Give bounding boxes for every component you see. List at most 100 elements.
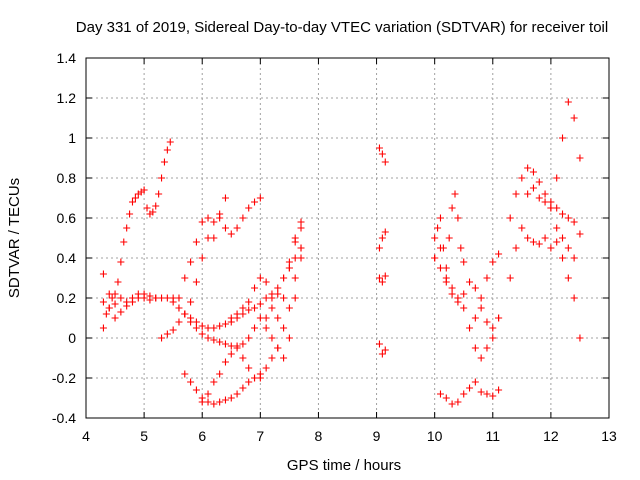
y-tick-label: 0.4 xyxy=(57,250,77,266)
data-point xyxy=(285,304,293,312)
data-point xyxy=(221,396,229,404)
y-tick-label: -0.2 xyxy=(52,370,76,386)
data-point xyxy=(198,330,206,338)
data-point xyxy=(460,304,468,312)
data-point xyxy=(529,184,537,192)
data-point xyxy=(210,378,218,386)
data-point xyxy=(378,234,386,242)
data-point xyxy=(221,340,229,348)
data-point xyxy=(375,144,383,152)
data-point xyxy=(262,324,270,332)
data-point xyxy=(564,244,572,252)
data-point xyxy=(187,378,195,386)
data-point xyxy=(381,228,389,236)
data-point xyxy=(245,204,253,212)
data-point xyxy=(216,322,224,330)
data-point xyxy=(576,334,584,342)
data-point xyxy=(216,398,224,406)
data-point xyxy=(506,274,514,282)
data-point xyxy=(256,374,264,382)
data-point xyxy=(483,390,491,398)
x-tick-label: 5 xyxy=(140,428,148,444)
data-point xyxy=(445,234,453,242)
data-point xyxy=(181,274,189,282)
data-point xyxy=(466,278,474,286)
data-point xyxy=(160,158,168,166)
data-point xyxy=(535,240,543,248)
data-point xyxy=(280,324,288,332)
data-point xyxy=(460,258,468,266)
data-point xyxy=(149,208,157,216)
data-point xyxy=(541,198,549,206)
data-point xyxy=(251,324,259,332)
data-point xyxy=(291,294,299,302)
data-point xyxy=(99,270,107,278)
data-point xyxy=(233,390,241,398)
data-point xyxy=(192,386,200,394)
y-tick-label: 0.6 xyxy=(57,210,77,226)
data-point xyxy=(192,238,200,246)
data-point xyxy=(221,320,229,328)
data-point xyxy=(245,364,253,372)
data-point xyxy=(547,244,555,252)
data-point xyxy=(291,274,299,282)
data-point xyxy=(547,204,555,212)
data-point xyxy=(489,392,497,400)
data-point xyxy=(227,230,235,238)
data-point xyxy=(233,344,241,352)
data-point xyxy=(210,234,218,242)
data-point xyxy=(163,146,171,154)
x-tick-label: 4 xyxy=(82,428,90,444)
data-point xyxy=(239,354,247,362)
data-point xyxy=(181,370,189,378)
data-point xyxy=(221,224,229,232)
data-point xyxy=(126,210,134,218)
data-point xyxy=(233,224,241,232)
data-point xyxy=(381,158,389,166)
data-point xyxy=(524,164,532,172)
data-point xyxy=(117,294,125,302)
data-point xyxy=(239,304,247,312)
data-point xyxy=(451,190,459,198)
data-point xyxy=(495,314,503,322)
data-point xyxy=(114,278,122,286)
data-point xyxy=(512,244,520,252)
data-point xyxy=(553,238,561,246)
data-point xyxy=(204,334,212,342)
data-point xyxy=(483,274,491,282)
data-point xyxy=(210,324,218,332)
data-point xyxy=(245,298,253,306)
data-point xyxy=(210,400,218,408)
data-point xyxy=(285,258,293,266)
data-point xyxy=(268,354,276,362)
data-point xyxy=(239,214,247,222)
y-tick-label: 1.2 xyxy=(57,90,77,106)
data-point xyxy=(227,314,235,322)
y-tick-label: -0.4 xyxy=(52,410,76,426)
data-point xyxy=(564,274,572,282)
data-point xyxy=(192,324,200,332)
data-point xyxy=(471,284,479,292)
data-point xyxy=(448,284,456,292)
data-point xyxy=(102,310,110,318)
data-point xyxy=(535,194,543,202)
data-point xyxy=(175,304,183,312)
data-point xyxy=(431,254,439,262)
data-point xyxy=(210,336,218,344)
data-point xyxy=(140,290,148,298)
data-point xyxy=(477,304,485,312)
data-point xyxy=(477,388,485,396)
data-point xyxy=(163,330,171,338)
data-point xyxy=(576,230,584,238)
data-point xyxy=(431,234,439,242)
data-point xyxy=(187,258,195,266)
y-ticks: -0.4 -0.2 0 0.2 0.4 0.6 0.8 1 1.2 1.4 xyxy=(52,50,609,426)
data-point xyxy=(221,358,229,366)
data-point xyxy=(251,304,259,312)
data-point xyxy=(155,190,163,198)
data-point xyxy=(541,190,549,198)
data-point xyxy=(291,234,299,242)
data-point xyxy=(204,390,212,398)
data-point xyxy=(518,224,526,232)
